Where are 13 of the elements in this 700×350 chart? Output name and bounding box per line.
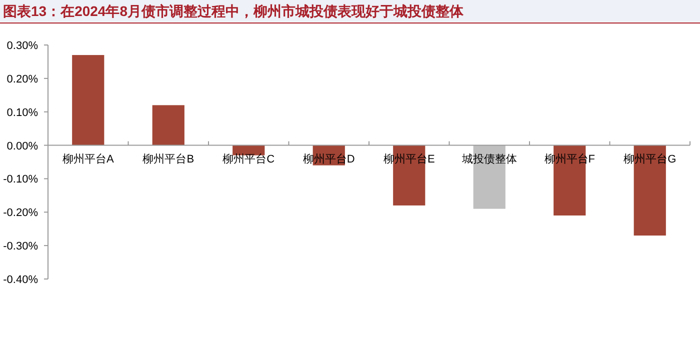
y-tick-label: 0.00% (6, 140, 38, 152)
x-tick-label: 城投债整体 (460, 152, 517, 166)
y-tick-label: -0.10% (3, 174, 38, 186)
y-tick-label: 0.30% (6, 40, 38, 52)
y-tick-label: -0.40% (3, 274, 38, 286)
x-tick-label: 柳州平台A (62, 152, 114, 166)
y-tick-label: -0.30% (3, 240, 38, 253)
x-tick-label: 柳州平台B (142, 152, 194, 166)
x-tick-label: 柳州平台C (222, 152, 275, 166)
title: 图表13：在2024年8月债市调整过程中，柳州市城投债表现好于城投债整体 (3, 3, 464, 19)
y-tick-label: 0.10% (6, 106, 38, 119)
y-tick-label: 0.20% (6, 73, 38, 86)
y-tick-label: -0.20% (3, 207, 38, 220)
